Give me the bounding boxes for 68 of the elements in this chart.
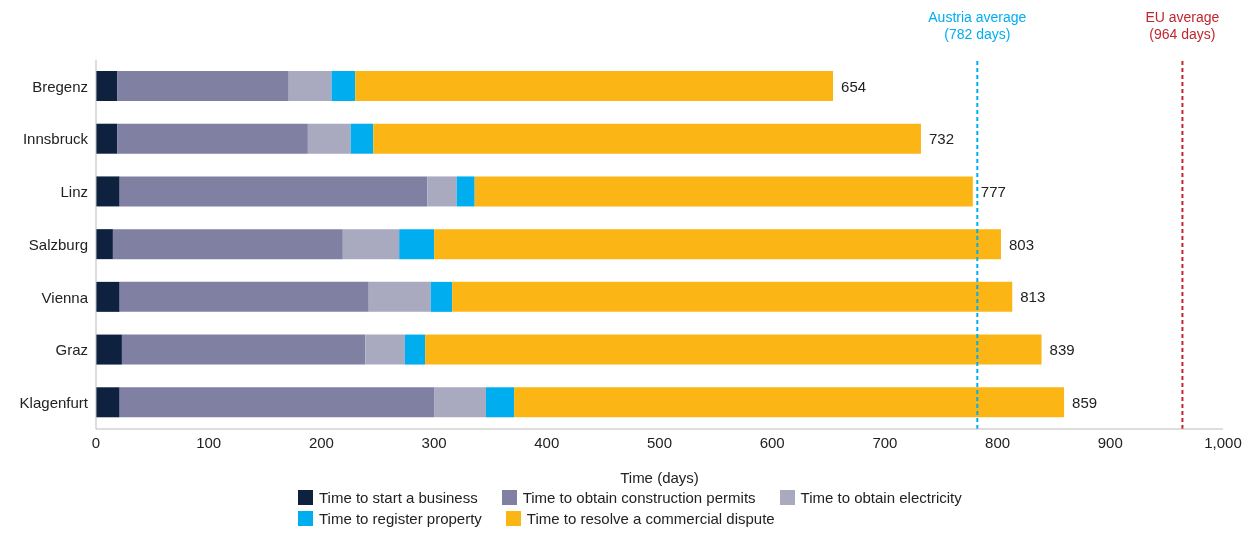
- y-tick-label: Bregenz: [32, 77, 88, 95]
- bar: [373, 123, 921, 154]
- bar: [96, 123, 118, 154]
- bar: [452, 281, 1013, 312]
- y-tick-label: Vienna: [41, 288, 89, 306]
- bar: [514, 387, 1065, 418]
- ref-line-label: Austria average (782 days): [928, 9, 1027, 42]
- bar: [474, 176, 973, 207]
- bar: [112, 229, 343, 260]
- legend-label: Time to start a business: [318, 489, 478, 506]
- bar: [434, 229, 1001, 260]
- total-label: 803: [1008, 235, 1035, 253]
- bar: [430, 281, 453, 312]
- total-label: 813: [1020, 288, 1046, 306]
- x-tick-label: 0: [91, 433, 101, 451]
- x-tick-label: 800: [985, 433, 1011, 451]
- y-tick-label: Linz: [60, 183, 88, 201]
- bar: [425, 334, 1042, 365]
- bar: [355, 71, 834, 101]
- x-tick-label: 700: [872, 433, 898, 451]
- bar: [350, 123, 374, 154]
- legend-label: Time to resolve a commercial dispute: [525, 510, 775, 527]
- bar: [288, 71, 332, 101]
- total-label: 654: [841, 77, 867, 95]
- bar: [119, 387, 435, 418]
- bar: [331, 71, 356, 101]
- bar: [307, 123, 351, 154]
- bar: [485, 387, 515, 418]
- y-tick-label: Salzburg: [28, 235, 88, 253]
- y-tick-label: Graz: [55, 341, 88, 359]
- x-tick-label: 400: [534, 433, 560, 451]
- bar: [117, 71, 289, 101]
- bar: [427, 176, 457, 207]
- bar: [96, 387, 120, 418]
- total-label: 777: [980, 182, 1006, 200]
- bar: [117, 123, 308, 154]
- x-tick-label: 1,000: [1204, 433, 1242, 451]
- x-tick-label: 500: [646, 433, 673, 451]
- y-tick-label: Klagenfurt: [19, 393, 89, 411]
- x-tick-label: 900: [1097, 433, 1123, 451]
- total-label: 732: [928, 130, 954, 148]
- bar: [96, 229, 113, 260]
- x-tick-label: 100: [196, 433, 222, 451]
- bar: [368, 281, 431, 312]
- bar: [404, 334, 426, 365]
- bar: [456, 176, 475, 207]
- bar: [365, 334, 405, 365]
- legend-label: Time to obtain electricity: [799, 489, 962, 506]
- bar: [119, 176, 428, 207]
- total-label: 859: [1072, 393, 1098, 411]
- total-label: 839: [1049, 341, 1075, 359]
- y-tick-label: Innsbruck: [22, 130, 89, 148]
- x-tick-label: 600: [759, 433, 785, 451]
- x-axis-title: Time (days): [620, 469, 699, 486]
- bar: [96, 281, 120, 312]
- bar: [434, 387, 486, 418]
- bar: [96, 334, 122, 365]
- bar: [121, 334, 366, 365]
- bar: [96, 71, 118, 101]
- x-tick-label: 200: [308, 433, 334, 451]
- x-tick-label: 300: [421, 433, 447, 451]
- ref-line-label: EU average (964 days): [1145, 9, 1220, 42]
- bar: [342, 229, 400, 260]
- legend-label: Time to register property: [318, 510, 482, 527]
- bar: [399, 229, 435, 260]
- bar: [119, 281, 369, 312]
- legend-label: Time to obtain construction permits: [521, 489, 756, 506]
- bar: [96, 176, 120, 207]
